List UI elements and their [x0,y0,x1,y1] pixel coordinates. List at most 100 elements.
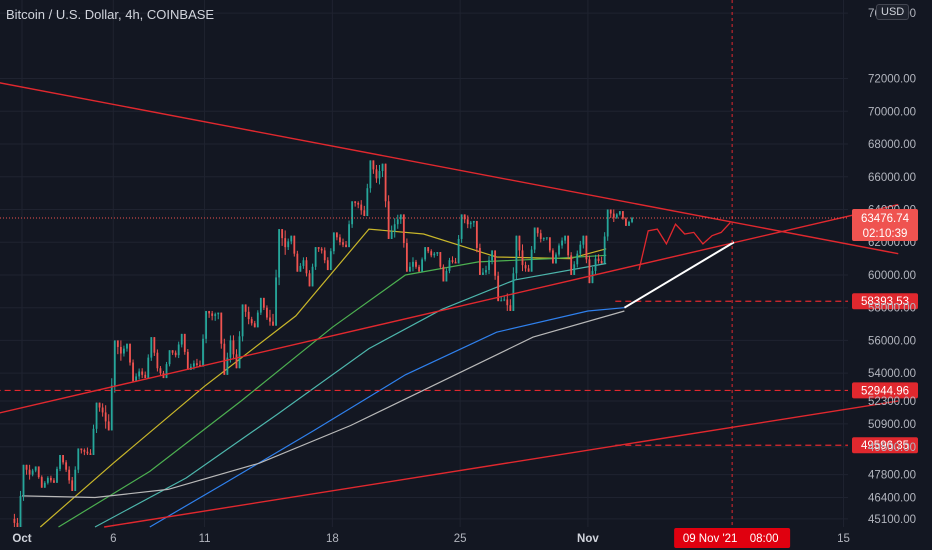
candle-28-1 [527,264,530,272]
candle-17-0 [323,247,326,264]
candle-body [144,374,147,379]
y-tick-8: 58000.00 [868,303,916,315]
candle-body [226,357,229,375]
y-tick-15: 72000.00 [868,74,916,86]
candle-body [305,260,308,274]
candle-25-2 [475,220,478,253]
candle-12-1 [235,349,238,369]
candle-body [494,250,497,276]
candle-body [463,214,466,220]
candle-5-1 [107,414,110,431]
candle-body [466,219,469,225]
candle-15-2 [293,235,296,257]
candle-1-5 [46,476,49,485]
candle-body [80,448,83,451]
candle-18-0 [342,238,344,248]
candle-body [576,253,579,265]
candle-body [110,385,113,431]
candle-30-5 [576,250,579,268]
candle-11-4 [226,352,229,375]
candle-body [618,211,621,215]
candle-body [521,250,524,266]
candle-0-2 [19,490,22,527]
candle-0-4 [25,464,28,475]
candle-body [65,462,68,470]
candle-body [217,312,220,315]
currency-button[interactable]: USD [876,4,910,20]
candle-body [296,253,299,272]
candle-body [74,469,77,491]
candle-body [238,336,241,369]
candle-4-3 [95,402,98,433]
candle-3-3 [77,448,80,474]
candle-body [168,350,171,365]
candle-28-5 [539,229,542,243]
candle-24-4 [463,214,466,224]
moving-averages [21,228,625,528]
time-axis: Oct 6 11 18 25 Nov 15 09 Nov '21 08:00 [12,528,850,548]
candle-6-1 [126,343,128,352]
candle-body [89,453,92,455]
moving-average-0 [39,228,607,528]
candle-25-1 [472,220,475,227]
candle-body [250,319,253,324]
candle-body [509,305,512,311]
candle-2-3 [59,454,61,472]
candle-13-3 [259,297,262,315]
candle-8-3 [168,350,171,367]
candle-body [506,299,509,306]
candle-18-4 [354,201,357,207]
candle-body [150,337,153,358]
y-tick-14: 70000.00 [868,106,916,118]
ascending-support-line [0,203,899,414]
level-tag-1 [852,382,918,399]
candle-body [390,231,393,239]
candle-29-3 [552,248,554,264]
candle-0-3 [22,464,25,501]
candle-body [77,448,80,470]
y-tick-5: 52300.00 [868,396,916,408]
candle-body [98,402,101,408]
candle-body [171,350,174,353]
candle-body [290,235,293,242]
candle-body [329,251,332,271]
candle-body [113,340,116,386]
level-label-0: 58393.53 [861,296,909,308]
candle-19-3 [369,160,372,193]
x-tick-0: Oct [12,533,31,545]
candle-6-0 [123,345,125,357]
candle-23-0 [433,252,436,258]
candle-body [43,482,46,488]
candle-26-1 [491,250,493,265]
candle-28-0 [524,261,527,272]
candle-2-5 [65,460,68,472]
candle-25-5 [485,265,487,275]
candle-body [186,351,189,370]
level-tag-2 [852,437,918,454]
candle-body [454,261,457,264]
candle-1-0 [31,468,34,477]
candle-body [302,260,305,266]
candle-body [326,260,329,271]
candle-body [34,466,37,471]
x-tick-1: 6 [110,533,116,545]
candle-body [427,247,430,252]
projection-line [623,241,735,309]
candle-body [25,464,28,470]
grid-lines [0,0,848,527]
candle-28-2 [530,246,533,272]
candle-13-0 [250,316,253,326]
candle-body [418,266,420,272]
candle-1-3 [40,475,43,488]
candle-5-0 [104,405,107,429]
candle-body [253,323,256,328]
candle-13-1 [253,320,256,328]
candle-16-1 [308,270,311,287]
candle-20-1 [381,163,384,178]
candle-30-4 [573,261,576,275]
y-tick-9: 60000.00 [868,270,916,282]
candle-body [46,477,49,483]
candle-4-4 [98,402,101,412]
candle-body [156,352,159,369]
